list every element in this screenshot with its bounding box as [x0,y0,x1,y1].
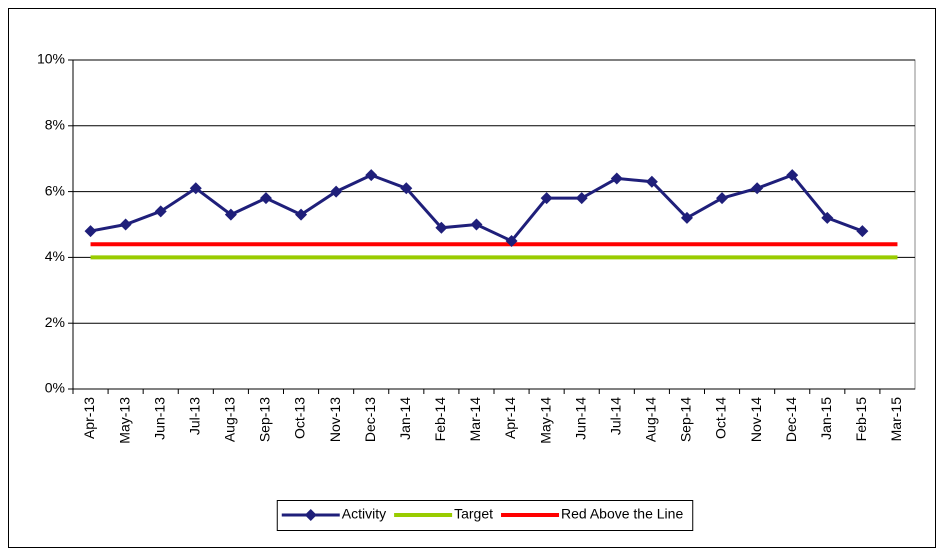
data-point [575,192,588,205]
data-point [224,208,237,221]
data-point [365,169,378,182]
data-point [295,208,308,221]
x-tick-label: Dec-14 [783,397,799,442]
data-point [856,225,869,238]
data-point [330,185,343,198]
y-tick-label: 10% [37,51,65,67]
x-tick-label: May-13 [116,397,132,444]
data-point [786,169,799,182]
data-point [610,172,623,185]
x-tick-label: Oct-13 [292,397,308,439]
data-point [400,182,413,195]
data-point [645,175,658,188]
x-tick-label: Feb-15 [853,397,869,442]
x-tick-label: Jun-13 [151,397,167,440]
x-tick-label: Jul-13 [186,397,202,435]
legend: Activity Target Red Above the Line [276,500,694,531]
data-point [84,225,97,238]
x-tick-label: Nov-14 [748,397,764,442]
data-point [751,182,764,195]
data-point [505,234,518,247]
data-point [821,211,834,224]
data-point [189,182,202,195]
data-point [470,218,483,231]
data-point [716,192,729,205]
y-tick-label: 6% [45,182,65,198]
x-tick-label: Apr-13 [81,397,97,439]
x-tick-label: Apr-14 [502,397,518,439]
legend-label: Red Above the Line [561,506,683,522]
x-tick-label: Jun-14 [572,397,588,440]
y-tick-label: 8% [45,117,65,133]
legend-label: Target [454,506,493,522]
legend-marker [304,509,317,521]
x-tick-label: Jan-15 [818,397,834,440]
y-tick-label: 4% [45,248,65,264]
x-tick-label: May-14 [537,397,553,444]
data-point [259,192,272,205]
x-tick-label: Mar-14 [467,397,483,442]
y-tick-label: 0% [45,380,65,396]
x-tick-label: Mar-15 [888,397,904,442]
legend-label: Activity [342,506,386,522]
plot-area [72,59,916,390]
x-tick-label: Oct-14 [713,397,729,439]
x-tick-label: Nov-13 [327,397,343,442]
y-tick-label: 2% [45,314,65,330]
data-point [119,218,132,231]
data-point [680,211,693,224]
data-point [435,221,448,234]
data-point [154,205,167,218]
x-tick-label: Sep-14 [678,397,694,442]
x-tick-label: Dec-13 [362,397,378,442]
data-point [540,192,553,205]
x-tick-label: Sep-13 [257,397,273,442]
x-tick-label: Feb-14 [432,397,448,442]
legend-box [276,500,694,531]
x-tick-label: Jan-14 [397,397,413,440]
x-tick-label: Aug-13 [222,397,238,442]
x-tick-label: Aug-14 [643,397,659,442]
x-tick-label: Jul-14 [607,397,623,435]
